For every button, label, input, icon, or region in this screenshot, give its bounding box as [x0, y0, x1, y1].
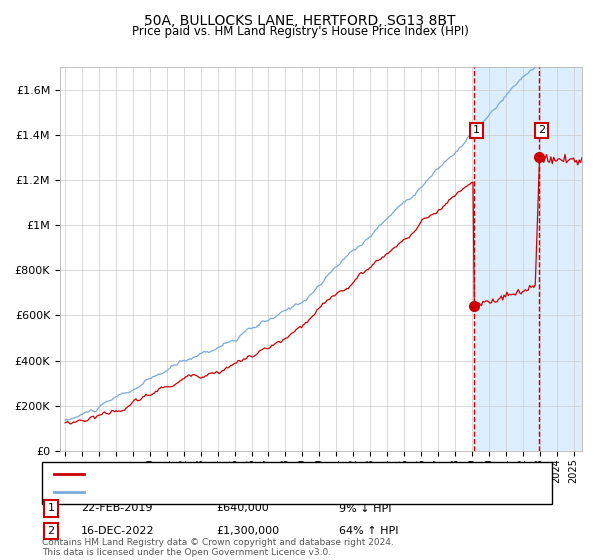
Text: 2: 2	[47, 526, 55, 536]
Text: 1: 1	[47, 503, 55, 514]
Text: Contains HM Land Registry data © Crown copyright and database right 2024.
This d: Contains HM Land Registry data © Crown c…	[42, 538, 394, 557]
Text: 22-FEB-2019: 22-FEB-2019	[81, 503, 152, 514]
Text: 50A, BULLOCKS LANE, HERTFORD, SG13 8BT (detached house): 50A, BULLOCKS LANE, HERTFORD, SG13 8BT (…	[90, 469, 418, 479]
Text: HPI: Average price, detached house, East Hertfordshire: HPI: Average price, detached house, East…	[90, 487, 378, 497]
Text: £640,000: £640,000	[216, 503, 269, 514]
Text: 64% ↑ HPI: 64% ↑ HPI	[339, 526, 398, 536]
Bar	[474, 67, 599, 451]
Text: 16-DEC-2022: 16-DEC-2022	[81, 526, 155, 536]
Text: 1: 1	[473, 125, 480, 136]
Text: 2: 2	[538, 125, 545, 136]
Text: Price paid vs. HM Land Registry's House Price Index (HPI): Price paid vs. HM Land Registry's House …	[131, 25, 469, 38]
Text: 9% ↓ HPI: 9% ↓ HPI	[339, 503, 391, 514]
Text: £1,300,000: £1,300,000	[216, 526, 279, 536]
Text: 50A, BULLOCKS LANE, HERTFORD, SG13 8BT: 50A, BULLOCKS LANE, HERTFORD, SG13 8BT	[144, 14, 456, 28]
